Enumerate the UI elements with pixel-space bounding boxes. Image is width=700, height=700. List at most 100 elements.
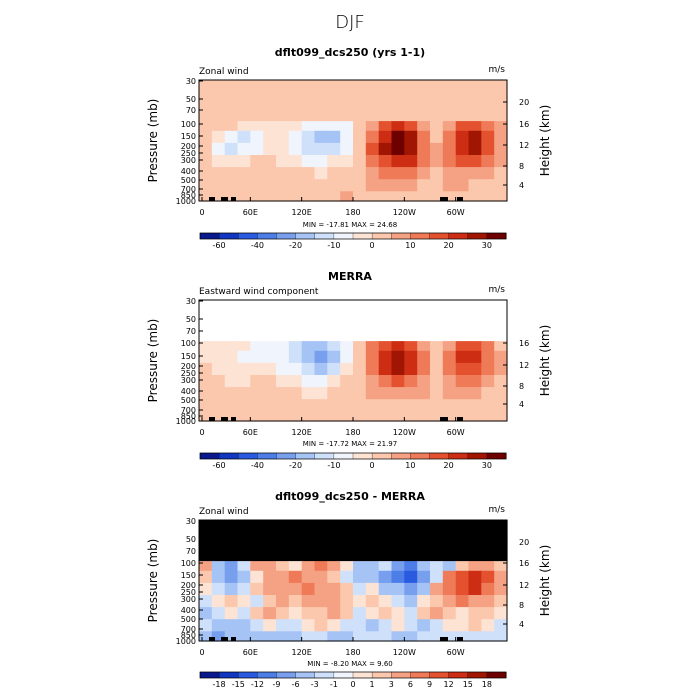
heatmap-cell [263, 411, 277, 422]
heatmap-cell [455, 80, 470, 99]
heatmap-cell [301, 155, 316, 168]
colorbar-label: 10 [405, 241, 415, 250]
colorbar-label: -20 [289, 241, 302, 250]
y-right-tick-label: 12 [519, 141, 529, 150]
heatmap-cell [250, 582, 264, 596]
heatmap-cell [314, 520, 328, 539]
heatmap-cell [340, 155, 354, 168]
heatmap-cell [468, 595, 482, 608]
x-tick-label: 60E [243, 208, 258, 217]
heatmap-cell [494, 582, 508, 596]
heatmap-cell [455, 155, 470, 168]
heatmap-cell [340, 387, 354, 400]
heatmap-cell [276, 538, 290, 562]
heatmap-cell [481, 167, 495, 180]
heatmap-cell [199, 350, 213, 364]
heatmap-cell [378, 155, 393, 168]
heatmap-cell [468, 98, 482, 122]
heatmap-cells [199, 80, 508, 202]
heatmap-cell [468, 631, 482, 642]
heatmap-cell [340, 167, 354, 180]
y-tick-label: 200 [181, 142, 196, 151]
terrain-mark [209, 637, 215, 641]
heatmap-cell [417, 350, 431, 364]
y-tick-label: 500 [181, 176, 196, 185]
heatmap-cell [353, 167, 367, 180]
heatmap-cell [468, 350, 482, 364]
heatmap-cell [250, 179, 264, 192]
heatmap-cell [211, 191, 226, 202]
heatmap-cell [340, 121, 354, 132]
heatmap-cell [340, 582, 354, 596]
heatmap-cell [237, 607, 251, 620]
heatmap-cell [481, 155, 495, 168]
y-right-tick-label: 4 [519, 400, 524, 409]
heatmap-cell [288, 411, 303, 422]
heatmap-cell [327, 362, 341, 376]
heatmap-cell [224, 98, 239, 122]
heatmap-cell [494, 80, 508, 99]
heatmap-cell [314, 191, 328, 202]
heatmap-cell [391, 619, 405, 632]
heatmap-cell [237, 98, 251, 122]
heatmap-cell [468, 318, 482, 342]
x-tick-label: 120W [393, 428, 416, 437]
heatmap-cell [276, 362, 290, 376]
colorbar-swatch [333, 671, 354, 679]
heatmap-cell [314, 375, 328, 388]
heatmap-cell [494, 155, 508, 168]
colorbar-swatch [391, 232, 411, 240]
heatmap-cell [468, 130, 482, 144]
heatmap-cell [417, 341, 431, 352]
heatmap-cell [301, 167, 316, 180]
heatmap-cell [224, 80, 239, 99]
y-right-tick-label: 20 [519, 538, 529, 547]
y-tick-label: 700 [181, 625, 196, 634]
colorbar-label: 6 [408, 680, 413, 689]
heatmap-cell [340, 607, 354, 620]
colorbar-swatch [199, 671, 220, 679]
heatmap-cell [199, 167, 213, 180]
x-tick-label: 60W [447, 208, 465, 217]
heatmap-cell [250, 318, 264, 342]
heatmap-cell [442, 350, 457, 364]
heatmap-cell [211, 595, 226, 608]
y-tick-label: 400 [181, 167, 196, 176]
colorbar-swatch [257, 452, 278, 460]
heatmap-cell [199, 411, 213, 422]
y-tick-label: 100 [181, 120, 196, 129]
min-max-stats: MIN = -17.72 MAX = 21.97 [303, 440, 397, 448]
heatmap-cell [430, 399, 444, 412]
colorbar-swatch [314, 232, 335, 240]
heatmap-cell [288, 191, 303, 202]
heatmap-cell [263, 142, 277, 156]
heatmap-cell [288, 561, 303, 572]
heatmap-cell [263, 399, 277, 412]
heatmap-cell [391, 570, 405, 584]
heatmap-cell [314, 538, 328, 562]
heatmap-cell [237, 155, 251, 168]
heatmap-cell [340, 191, 354, 202]
heatmap-cell [288, 399, 303, 412]
heatmap-cell [288, 375, 303, 388]
heatmap-cell [327, 179, 341, 192]
heatmap-cell [237, 399, 251, 412]
heatmap-cell [301, 520, 316, 539]
heatmap-cell [288, 570, 303, 584]
heatmap-cell [481, 595, 495, 608]
variable-label: Zonal wind [199, 507, 249, 517]
heatmap-cell [494, 619, 508, 632]
heatmap-cell [314, 595, 328, 608]
heatmap-cell [391, 362, 405, 376]
heatmap-cell [224, 387, 239, 400]
heatmap-cell [224, 607, 239, 620]
heatmap-cell [430, 341, 444, 352]
heatmap-cell [314, 582, 328, 596]
heatmap-cell [211, 570, 226, 584]
heatmap-cell [353, 375, 367, 388]
heatmap-cell [276, 631, 290, 642]
heatmap-cell [199, 607, 213, 620]
y-tick-label: 50 [186, 535, 196, 544]
heatmap-cell [455, 121, 470, 132]
heatmap-cell [442, 80, 457, 99]
